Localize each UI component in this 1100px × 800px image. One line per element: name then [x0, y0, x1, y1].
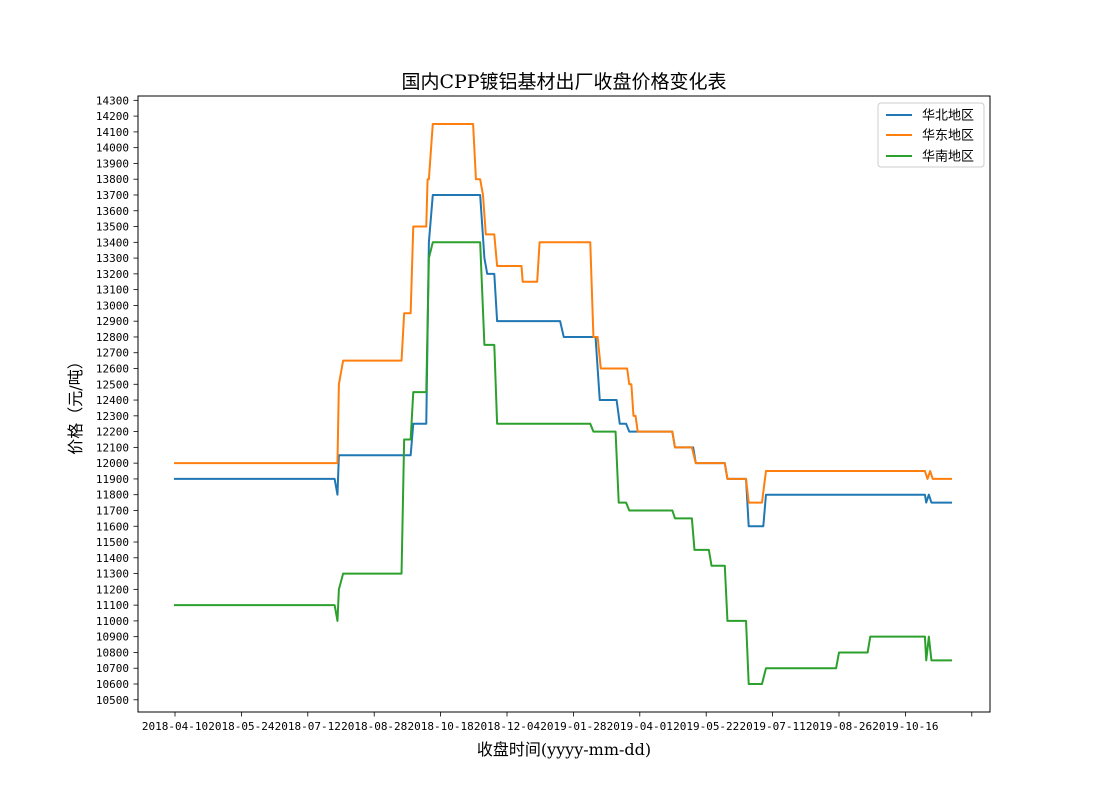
legend-label: 华南地区	[922, 149, 974, 165]
legend: 华北地区 华东地区 华南地区	[877, 102, 985, 168]
y-tick-label: 11100	[96, 599, 129, 612]
y-tick-label: 13000	[96, 299, 129, 312]
y-tick-label: 10700	[96, 662, 129, 675]
y-tick-label: 11900	[96, 473, 129, 486]
y-tick-label: 12900	[96, 315, 129, 328]
x-tick-label: 2018-04-10	[142, 720, 208, 733]
x-tick-label: 2019-04-01	[607, 720, 673, 733]
series-line-1	[174, 193, 952, 528]
series-layer	[174, 123, 952, 685]
x-axis: 2018-04-10 2018-05-24 2018-07-12 2018-08-28…	[142, 712, 973, 733]
y-tick-label: 11700	[96, 504, 129, 517]
plot-area: 10500 10600 10700 10800 10900 11000 11100 11200…	[96, 94, 991, 733]
legend-item: 华东地区	[886, 129, 974, 144]
x-axis-title: 收盘时间(yyyy-mm-dd)	[477, 740, 651, 759]
series-line-2	[174, 123, 952, 504]
y-tick-label: 10800	[96, 646, 129, 659]
y-tick-label: 11200	[96, 583, 129, 596]
y-axis: 10500 10600 10700 10800 10900 11000 11100 11200…	[96, 94, 138, 707]
y-tick-label: 13300	[96, 252, 129, 265]
x-tick-label: 2019-10-16	[872, 720, 938, 733]
y-tick-label: 12100	[96, 441, 129, 454]
legend-label: 华东地区	[922, 129, 974, 144]
y-tick-label: 14300	[96, 94, 129, 107]
x-tick-label: 2018-08-28	[341, 720, 407, 733]
x-tick-label: 2018-07-12	[275, 720, 341, 733]
y-tick-label: 13200	[96, 268, 129, 281]
x-tick-label: 2019-07-11	[739, 720, 805, 733]
y-tick-label: 14000	[96, 142, 129, 155]
legend-item: 华北地区	[886, 109, 974, 124]
x-tick-label: 2019-05-22	[673, 720, 739, 733]
y-tick-label: 13400	[96, 236, 129, 249]
series-line-3	[174, 241, 952, 685]
y-tick-label: 12800	[96, 331, 129, 344]
y-tick-label: 13500	[96, 221, 129, 234]
y-tick-label: 11400	[96, 552, 129, 565]
y-tick-label: 10600	[96, 678, 129, 691]
y-tick-label: 14100	[96, 126, 129, 139]
legend-frame	[877, 102, 985, 168]
y-tick-label: 10900	[96, 631, 129, 644]
axes-frame	[137, 95, 991, 713]
y-tick-label: 13100	[96, 284, 129, 297]
y-tick-label: 12700	[96, 347, 129, 360]
y-tick-label: 11500	[96, 536, 129, 549]
y-tick-label: 11600	[96, 520, 129, 533]
y-tick-label: 12200	[96, 426, 129, 439]
y-tick-label: 13900	[96, 157, 129, 170]
y-tick-label: 11000	[96, 615, 129, 628]
y-tick-label: 11800	[96, 489, 129, 502]
y-tick-label: 12300	[96, 410, 129, 423]
y-axis-title: 价格（元/吨）	[66, 353, 85, 454]
legend-item: 华南地区	[886, 149, 974, 165]
x-tick-label: 2018-05-24	[208, 720, 275, 733]
plot-background	[138, 96, 990, 712]
y-tick-label: 13600	[96, 205, 129, 218]
chart-title: 国内CPP镀铝基材出厂收盘价格变化表	[401, 71, 726, 93]
legend-label: 华北地区	[922, 109, 974, 124]
y-tick-label: 14200	[96, 110, 129, 123]
y-tick-label: 10500	[96, 694, 129, 707]
y-tick-label: 12000	[96, 457, 129, 470]
y-tick-label: 13800	[96, 173, 129, 186]
y-tick-label: 11300	[96, 568, 129, 581]
y-tick-label: 12600	[96, 363, 129, 376]
y-tick-label: 12500	[96, 378, 129, 391]
x-tick-label: 2019-01-28	[540, 720, 606, 733]
x-tick-label: 2019-08-26	[806, 720, 872, 733]
y-tick-label: 13700	[96, 189, 129, 202]
y-tick-label: 12400	[96, 394, 129, 407]
x-tick-label: 2018-10-18	[407, 720, 473, 733]
x-tick-label: 2018-12-04	[474, 720, 541, 733]
